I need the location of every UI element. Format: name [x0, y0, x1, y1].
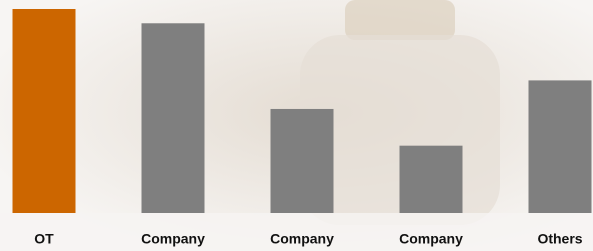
x-tick-label: OT: [34, 231, 54, 247]
x-tick-label: Company: [270, 231, 334, 247]
bar: [400, 146, 463, 213]
x-tick-label: Others: [537, 231, 582, 247]
jar-cork: [345, 0, 455, 40]
bar: [271, 109, 334, 213]
bar: [13, 9, 76, 213]
chart: OT Company Company Company Others: [0, 0, 593, 251]
bar: [529, 80, 592, 213]
bar: [142, 23, 205, 213]
x-tick-label: Company: [399, 231, 463, 247]
x-tick-label: Company: [141, 231, 205, 247]
